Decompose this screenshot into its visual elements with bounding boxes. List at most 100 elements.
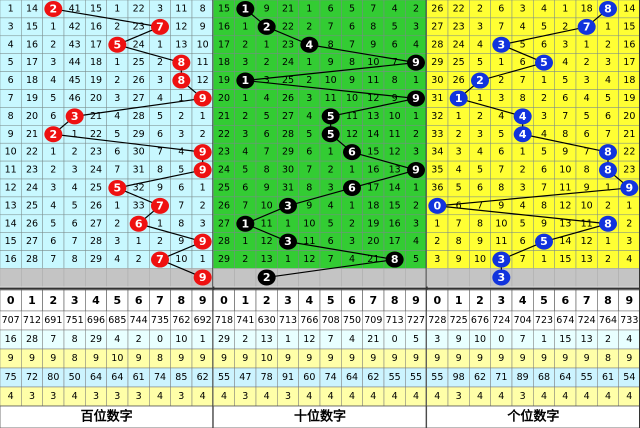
ball-number: 9 [199,146,207,159]
ball-number: 2 [50,2,58,15]
cell [383,268,406,287]
ball-number: 3 [498,253,506,266]
cell-value: 7 [456,218,462,229]
cell-value: 3 [157,3,163,14]
trend-line [74,97,203,117]
cell-value: 5 [157,111,163,122]
cell-value: 26 [282,93,294,104]
ball [193,269,212,286]
cell-value: 10 [175,254,187,265]
stat-value: 0 [157,334,163,345]
cell-value: 3 [477,129,483,140]
cell-value: 19 [623,93,635,104]
header-digit: 7 [583,294,591,307]
cell-value: 1 [456,111,462,122]
cell-value: 6 [605,111,611,122]
ball-number: 5 [114,181,122,194]
cell [21,268,43,287]
cell-value: 2 [200,200,206,211]
stat-value: 64 [346,372,358,383]
cell-value: 7 [72,236,78,247]
cell-value: 31 [431,93,443,104]
cell-value: 11 [495,236,507,247]
ball-number: 5 [327,110,335,123]
cell-value: 4 [477,39,483,50]
ball [300,36,319,53]
ball-number: 1 [242,74,250,87]
cell-value: 4 [50,200,56,211]
cell-value: 2 [114,75,120,86]
cell-value: 10 [261,200,273,211]
cell-value: 1 [541,75,547,86]
stat-value: 55 [410,372,422,383]
stat-value: 74 [154,372,166,383]
cell-value: 1 [605,182,611,193]
cell-value: 6 [562,93,568,104]
cell-value: 1 [541,254,547,265]
cell-value: 16 [26,39,38,50]
cell-value: 8 [477,218,483,229]
stat-value: 0 [392,334,398,345]
cell-value: 8 [349,57,355,68]
cell-value: 4 [541,3,547,14]
stat-value: 75 [5,372,17,383]
stat-value: 2 [136,334,142,345]
cell-value: 2 [605,254,611,265]
header-digit: 3 [71,294,79,307]
ball [471,72,489,89]
cell-value: 4 [72,182,78,193]
stat-value: 28 [26,334,38,345]
header-digit: 4 [519,294,527,307]
cell-value: 2 [114,21,120,32]
header-digit: 1 [28,294,36,307]
cell-value: 19 [367,218,379,229]
cell-value: 3 [562,39,568,50]
cell-value: 17 [26,57,38,68]
cell-value: 20 [218,93,230,104]
cell-value: 18 [26,75,38,86]
stat-value: 3 [520,391,526,402]
stat-value: 751 [66,315,84,326]
cell-value: 21 [90,111,102,122]
stat-value: 9 [285,353,291,364]
cell-value: 17 [389,236,401,247]
cell-value: 6 [477,182,483,193]
cell-value: 33 [431,129,443,140]
cell-value: 6 [157,129,163,140]
cell-value: 3 [541,111,547,122]
cell [618,268,640,287]
cell-value: 3 [413,218,419,229]
stat-value: 91 [282,372,294,383]
stat-value: 704 [514,315,532,326]
stat-value: 4 [562,391,568,402]
stat-value: 9 [370,353,376,364]
stat-value: 74 [325,372,337,383]
cell [341,268,363,287]
cell-value: 6 [541,39,547,50]
stat-value: 4 [264,391,270,402]
cell-value: 17 [218,39,230,50]
ball-number: 5 [540,56,548,69]
ball-number: 0 [434,199,442,212]
cell-value: 2 [413,129,419,140]
header-digit: 7 [156,294,164,307]
trend-line [458,97,523,117]
cell-value: 13 [261,254,273,265]
header-digit: 5 [327,294,335,307]
stat-value: 3 [136,391,142,402]
stat-value: 10 [474,334,486,345]
ball-number: 3 [284,199,292,212]
cell-value: 1 [200,254,206,265]
cell-value: 8 [328,39,334,50]
ball-number: 9 [199,164,207,177]
ball-number: 3 [498,271,506,284]
stat-value: 4 [626,334,632,345]
cell-value: 10 [303,218,315,229]
cell-value: 6 [242,182,248,193]
cell-value: 6 [498,3,504,14]
cell-value: 9 [456,254,462,265]
cell-value: 4 [626,254,632,265]
cell-value: 1 [264,39,270,50]
cell-value: 24 [453,39,465,50]
